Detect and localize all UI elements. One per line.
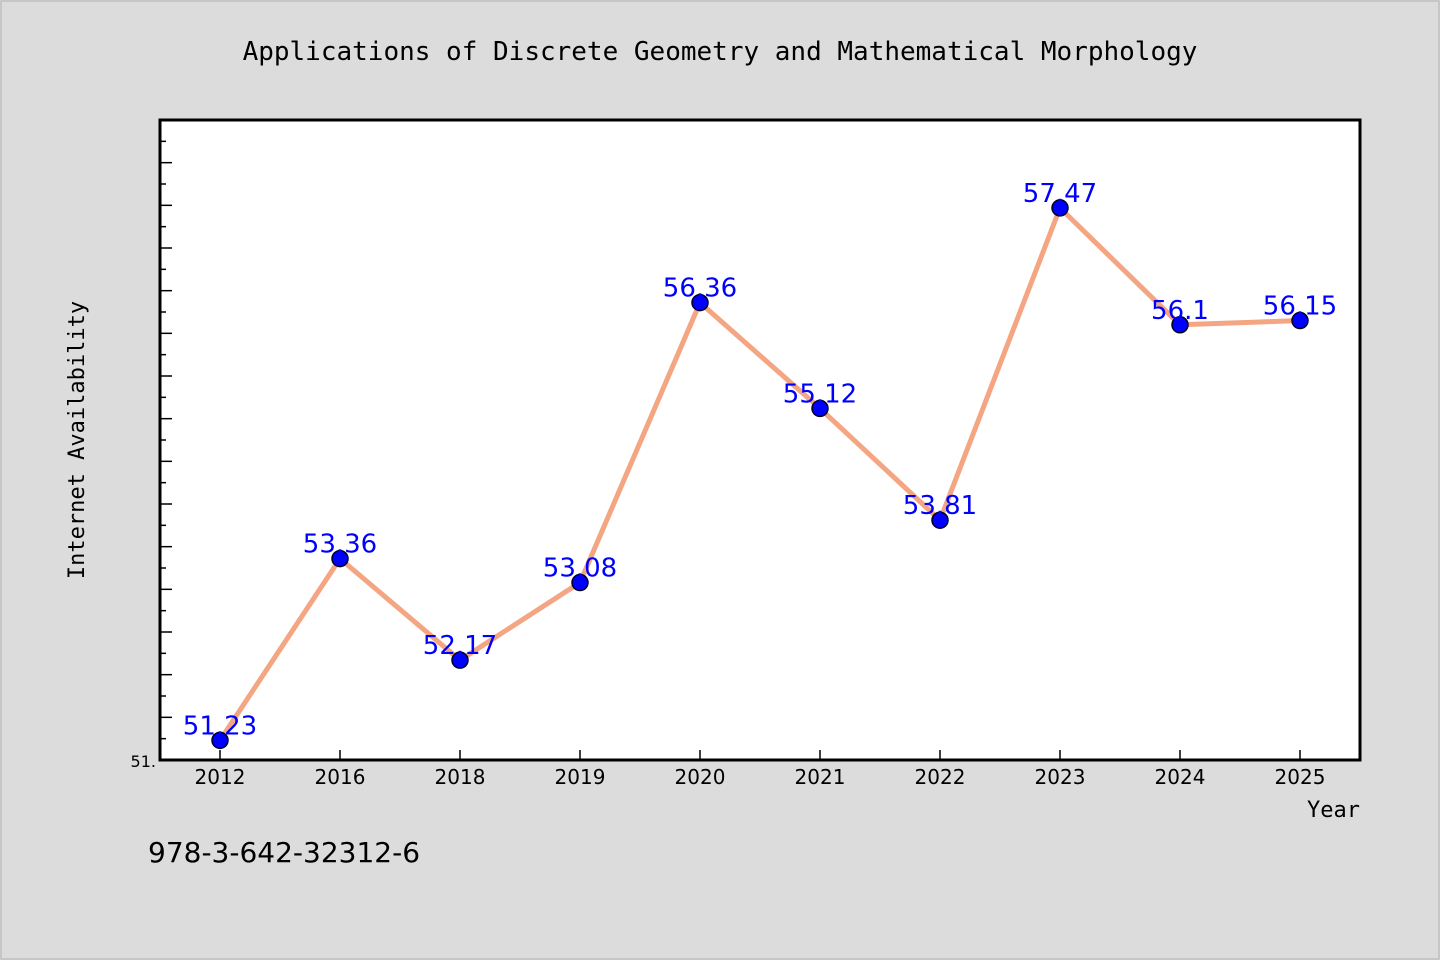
x-tick-label: 2016 [315, 765, 366, 789]
data-point [1051, 199, 1069, 217]
y-axis-label: Internet Availability [65, 301, 90, 579]
data-point [691, 293, 709, 312]
footer-isbn: 978-3-642-32312-6 [148, 836, 420, 869]
y-axis-ticks [160, 119, 172, 761]
x-tick-label: 2018 [435, 765, 486, 789]
data-label: 56.36 [663, 274, 737, 304]
x-tick-label: 2019 [555, 765, 606, 789]
x-tick-label: 2022 [915, 765, 966, 789]
data-point [211, 731, 229, 750]
data-point [1291, 311, 1309, 330]
x-axis-ticks: 2012 2016 2018 2019 2020 2021 2022 2023 2024 2025 [195, 750, 1326, 789]
data-point [811, 399, 829, 418]
data-point [1171, 316, 1189, 334]
data-point [331, 549, 349, 568]
data-point [931, 511, 949, 529]
data-point [571, 573, 589, 592]
x-tick-label: 2020 [675, 765, 726, 789]
y-tick-label: 51. [131, 752, 156, 771]
data-label: 57.47 [1023, 179, 1097, 209]
data-label: 53.36 [303, 530, 377, 560]
series-layer: 51.23 53.36 52.17 53.08 56.36 55.12 53.81 57.47… [183, 179, 1337, 750]
data-label: 55.12 [783, 379, 857, 409]
data-label: 52.17 [423, 631, 497, 661]
x-tick-label: 2023 [1035, 765, 1086, 789]
data-label: 53.81 [903, 491, 977, 521]
data-point [451, 651, 469, 669]
x-axis-label: Year [1307, 798, 1360, 823]
chart-title: Applications of Discrete Geometry and Ma… [243, 37, 1198, 67]
x-tick-label: 2024 [1155, 765, 1206, 789]
data-label: 53.08 [543, 554, 617, 584]
plot-area [158, 118, 1362, 762]
x-tick-label: 2012 [195, 765, 246, 789]
data-label: 56.1 [1151, 296, 1209, 326]
series-line [217, 205, 1303, 743]
x-tick-label: 2025 [1275, 765, 1326, 789]
x-tick-label: 2021 [795, 765, 846, 789]
data-label: 51.23 [183, 711, 257, 741]
data-label: 56.15 [1263, 292, 1337, 322]
